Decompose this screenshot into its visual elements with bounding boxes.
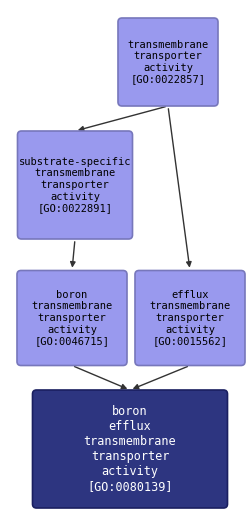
Text: efflux
transmembrane
transporter
activity
[GO:0015562]: efflux transmembrane transporter activit… bbox=[149, 290, 230, 346]
FancyBboxPatch shape bbox=[117, 18, 217, 106]
Text: transmembrane
transporter
activity
[GO:0022857]: transmembrane transporter activity [GO:0… bbox=[127, 40, 208, 84]
Text: boron
transmembrane
transporter
activity
[GO:0046715]: boron transmembrane transporter activity… bbox=[31, 290, 112, 346]
FancyBboxPatch shape bbox=[135, 270, 244, 365]
FancyBboxPatch shape bbox=[17, 270, 127, 365]
Text: substrate-specific
transmembrane
transporter
activity
[GO:0022891]: substrate-specific transmembrane transpo… bbox=[19, 157, 131, 213]
FancyBboxPatch shape bbox=[17, 131, 132, 239]
Text: boron
efflux
transmembrane
transporter
activity
[GO:0080139]: boron efflux transmembrane transporter a… bbox=[83, 405, 176, 493]
FancyBboxPatch shape bbox=[32, 390, 227, 508]
